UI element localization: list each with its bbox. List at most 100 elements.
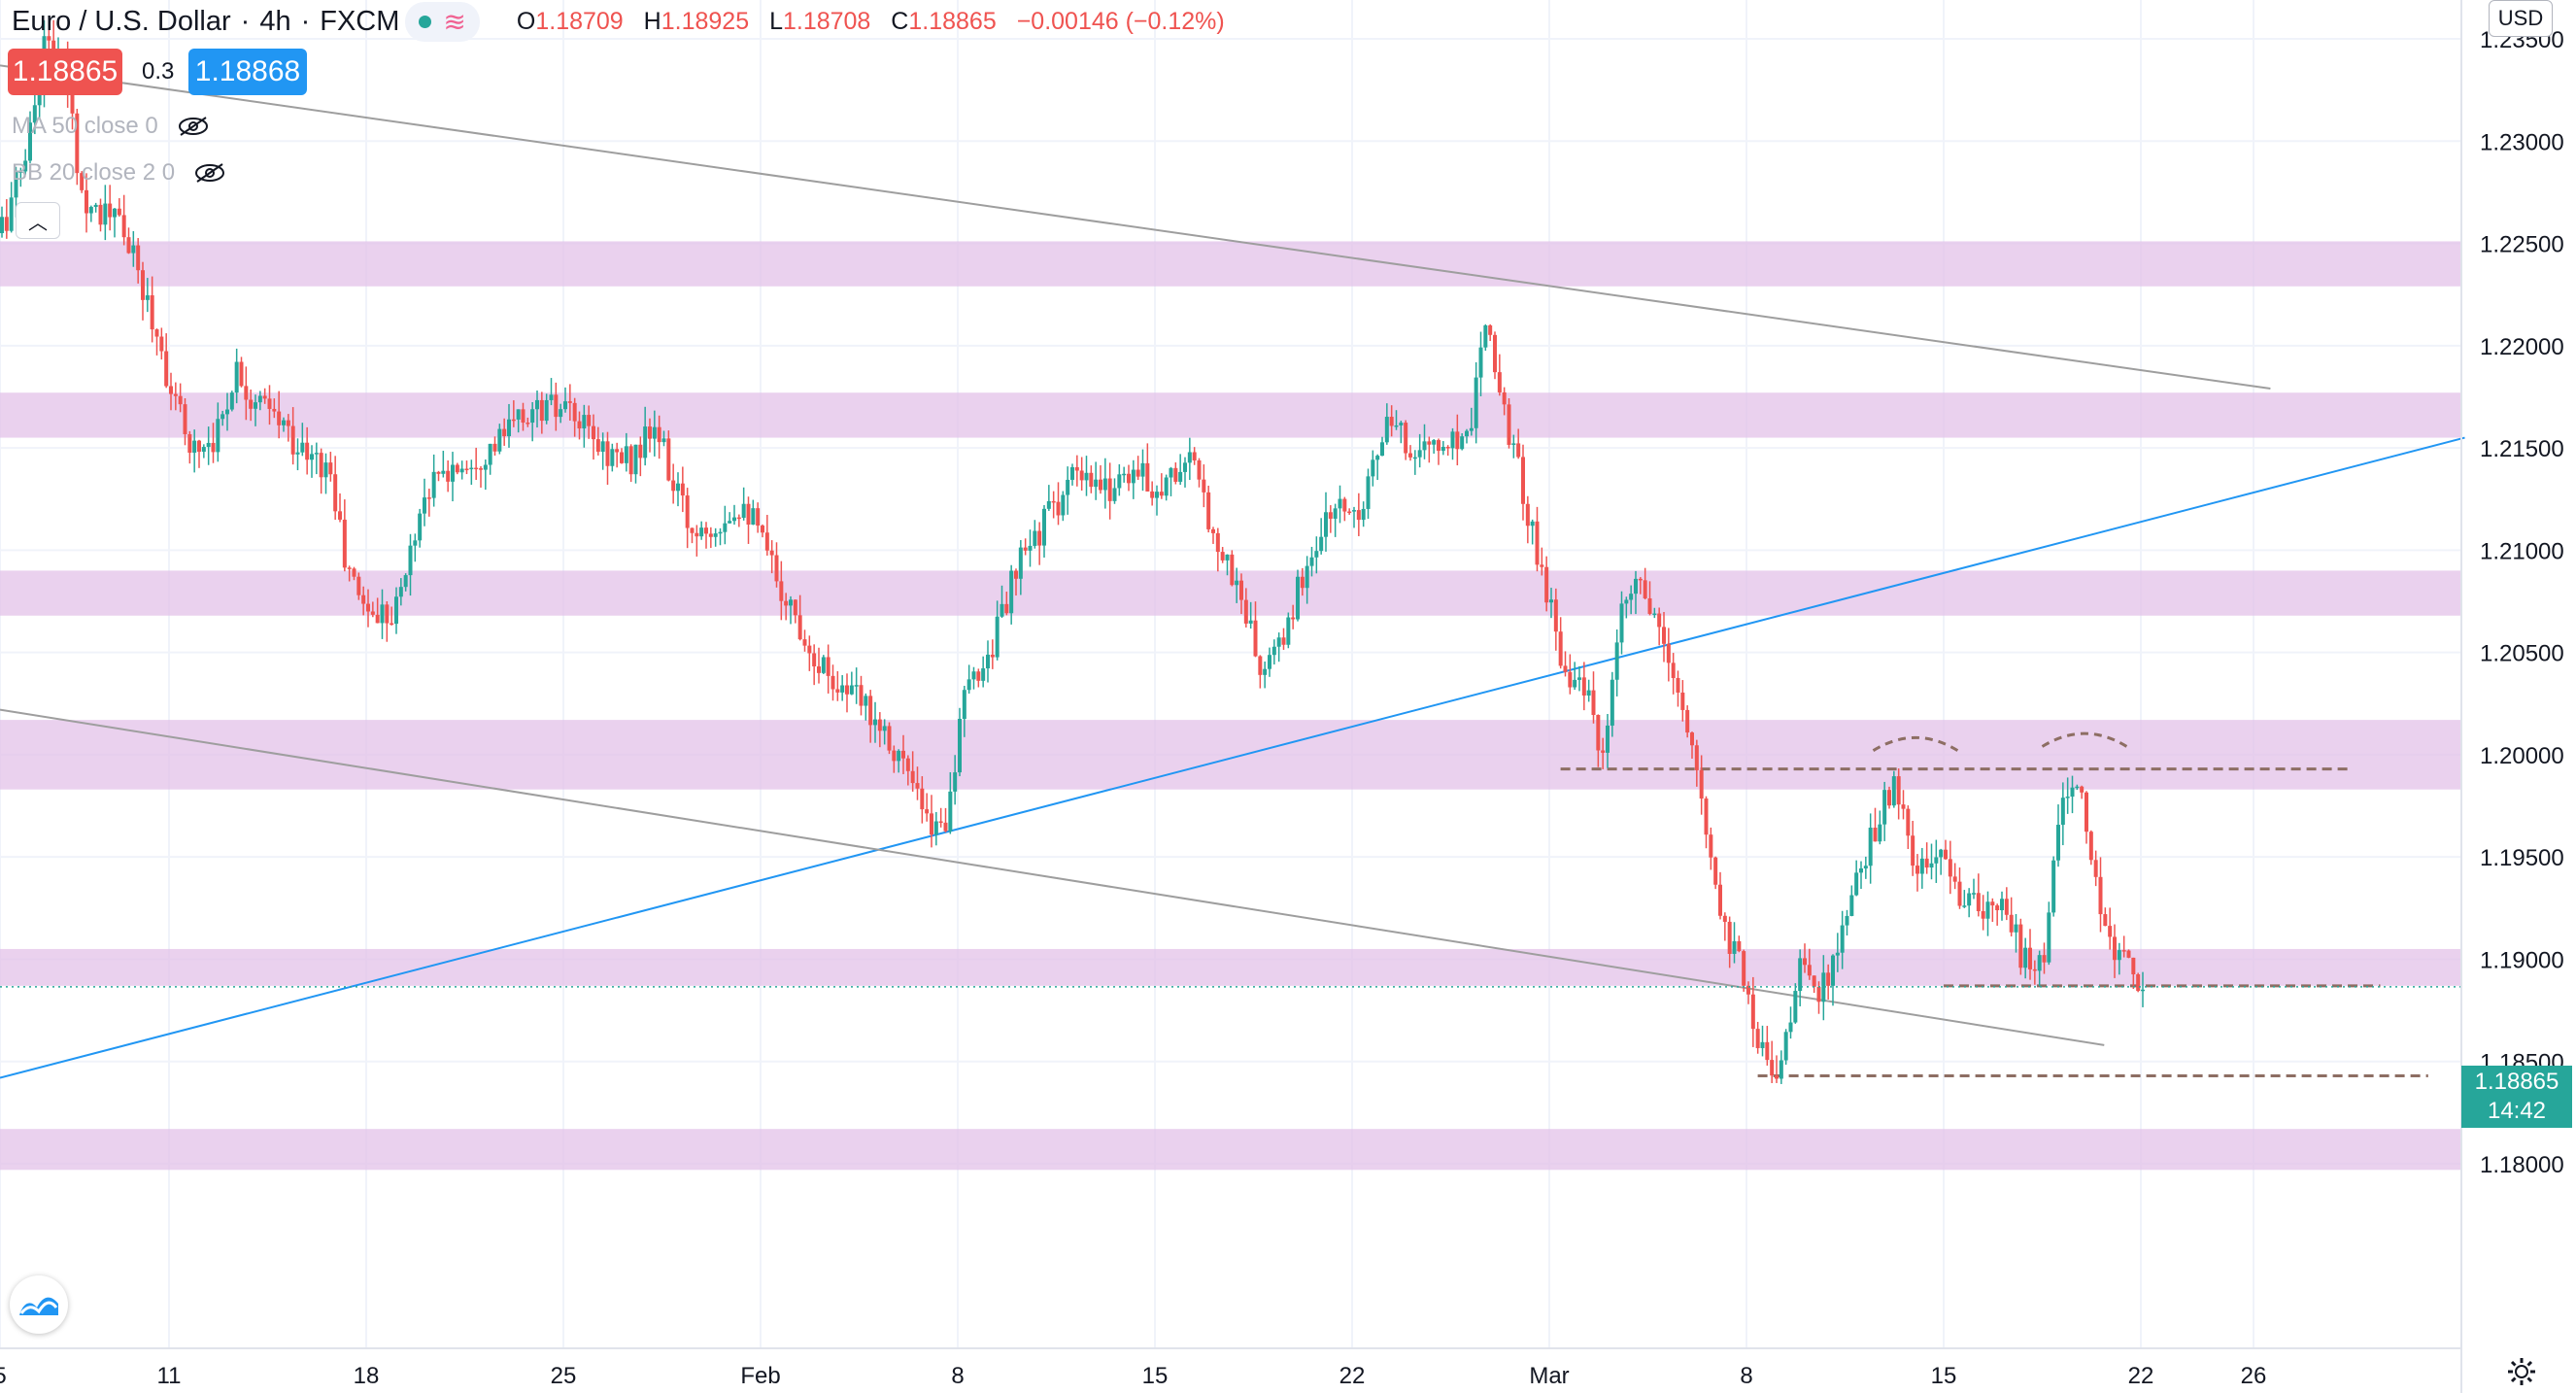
candle[interactable] [1835, 933, 1840, 972]
candle[interactable] [1023, 538, 1028, 556]
candle[interactable] [2121, 935, 2126, 958]
candle[interactable] [1338, 485, 1342, 524]
candle[interactable] [953, 755, 958, 805]
candle[interactable] [126, 227, 131, 255]
candle[interactable] [1263, 661, 1268, 689]
candle[interactable] [164, 333, 169, 389]
candle[interactable] [1849, 885, 1854, 917]
candle[interactable] [1206, 485, 1211, 533]
candle[interactable] [1432, 439, 1437, 454]
candle[interactable] [187, 430, 192, 464]
candle[interactable] [497, 424, 502, 455]
candle[interactable] [1521, 444, 1525, 521]
candle[interactable] [807, 635, 812, 671]
candle[interactable] [1079, 457, 1084, 492]
candle[interactable] [267, 385, 272, 425]
candle[interactable] [544, 393, 549, 425]
candle[interactable] [234, 348, 239, 404]
candle[interactable] [2047, 901, 2051, 966]
candle[interactable] [178, 383, 183, 413]
candle[interactable] [1638, 577, 1643, 595]
candle[interactable] [1826, 964, 1831, 1000]
candle[interactable] [1727, 916, 1732, 968]
candle[interactable] [1014, 568, 1018, 596]
candle[interactable] [1291, 604, 1296, 629]
candle[interactable] [1117, 463, 1122, 496]
candle[interactable] [592, 414, 595, 460]
candle[interactable] [718, 527, 723, 546]
candle[interactable] [1404, 420, 1408, 460]
candle[interactable] [1606, 713, 1610, 768]
symbol-name[interactable]: Euro / U.S. Dollar [12, 5, 231, 37]
candle[interactable] [1775, 1055, 1779, 1083]
candle[interactable] [1502, 387, 1507, 416]
candle[interactable] [93, 202, 98, 213]
candle[interactable] [1309, 546, 1314, 577]
candle[interactable] [342, 499, 347, 572]
candle[interactable] [1412, 450, 1417, 475]
candle[interactable] [948, 771, 953, 834]
candle[interactable] [1286, 612, 1291, 649]
candle[interactable] [549, 378, 554, 406]
candle[interactable] [1586, 679, 1591, 702]
candle[interactable] [2093, 850, 2098, 887]
candle[interactable] [1061, 491, 1066, 522]
candle[interactable] [1798, 949, 1803, 1006]
candle[interactable] [943, 807, 948, 832]
candle[interactable] [1333, 503, 1338, 537]
candle[interactable] [305, 426, 310, 475]
candle[interactable] [971, 666, 976, 690]
candle[interactable] [1004, 592, 1009, 616]
candle[interactable] [1268, 647, 1271, 677]
candle[interactable] [1553, 588, 1558, 651]
candle[interactable] [1225, 554, 1230, 576]
candle[interactable] [1239, 573, 1243, 615]
candle[interactable] [2004, 887, 2009, 921]
candle[interactable] [1911, 820, 1915, 876]
candle[interactable] [88, 205, 93, 222]
candle[interactable] [310, 445, 314, 478]
candle[interactable] [1220, 547, 1225, 563]
candle[interactable] [1450, 427, 1455, 460]
candle[interactable] [1305, 556, 1309, 604]
candle[interactable] [554, 382, 559, 431]
candle[interactable] [1497, 354, 1502, 396]
candle[interactable] [958, 707, 962, 777]
candle[interactable] [272, 398, 277, 419]
candle[interactable] [1258, 655, 1263, 689]
candle[interactable] [1074, 455, 1079, 487]
candle[interactable] [830, 664, 835, 701]
candle[interactable] [1779, 1050, 1783, 1084]
candle[interactable] [98, 198, 103, 232]
candle[interactable] [1469, 407, 1474, 436]
candle[interactable] [802, 629, 807, 652]
candle[interactable] [436, 470, 441, 482]
candle[interactable] [1384, 403, 1389, 445]
candle[interactable] [774, 542, 779, 588]
candle[interactable] [1662, 611, 1666, 663]
candle[interactable] [732, 504, 736, 526]
candle[interactable] [610, 443, 615, 472]
candle[interactable] [1985, 891, 1990, 936]
candle[interactable] [821, 655, 826, 674]
candle[interactable] [1488, 323, 1493, 342]
candle[interactable] [1483, 323, 1488, 352]
candle[interactable] [398, 578, 403, 606]
candle[interactable] [220, 410, 225, 426]
candle[interactable] [47, 20, 51, 51]
candle[interactable] [1671, 653, 1676, 695]
candle[interactable] [488, 443, 492, 475]
candle[interactable] [216, 402, 220, 462]
candle[interactable] [1178, 454, 1183, 486]
indicator-bb[interactable]: BB 20 close 2 0 [12, 159, 227, 187]
candle[interactable] [756, 502, 761, 533]
candle[interactable] [605, 431, 610, 486]
candle[interactable] [2088, 830, 2093, 866]
candle[interactable] [2136, 972, 2141, 993]
candle[interactable] [1094, 461, 1099, 500]
candle[interactable] [356, 572, 361, 600]
candle[interactable] [897, 749, 901, 773]
candle[interactable] [1699, 755, 1704, 815]
candle[interactable] [1901, 790, 1906, 820]
candle[interactable] [620, 448, 624, 464]
